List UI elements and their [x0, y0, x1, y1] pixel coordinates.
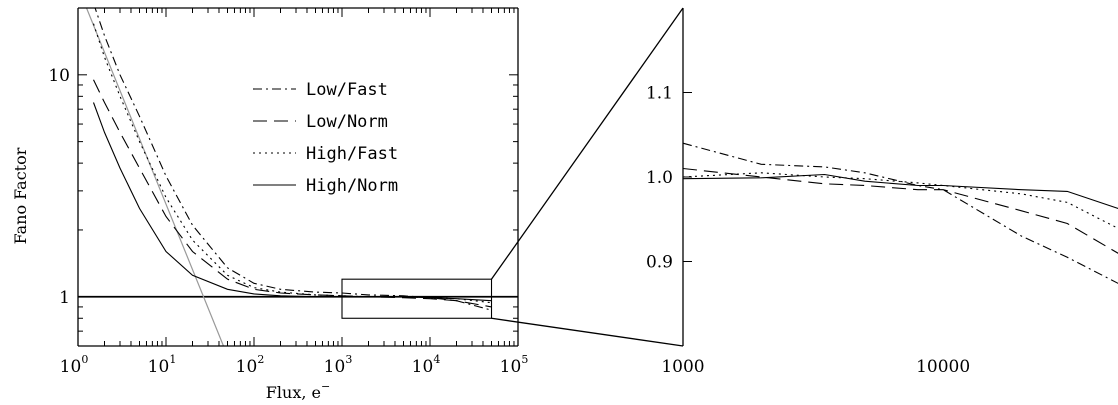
right-series-high-norm [682, 173, 1118, 210]
left-series-low-norm [93, 79, 492, 308]
legend-label: High/Fast [306, 144, 398, 164]
right-y-tick-label: 1.1 [646, 84, 673, 104]
legend: Low/Fast Low/Norm High/Fast High/Norm [253, 80, 398, 196]
x-tick-label: 102 [236, 353, 265, 377]
y-axis-title: Fano Factor [11, 147, 30, 244]
x-tick-label: 103 [324, 353, 353, 377]
x-tick-label: 104 [412, 353, 441, 377]
x-tick-label: 101 [148, 353, 177, 377]
zoom-box [341, 278, 493, 319]
right-series-low-norm [682, 167, 1118, 254]
x-axis-title-superscript: − [321, 380, 330, 393]
zoom-connector-top [490, 7, 684, 280]
left-series-layer [78, 8, 518, 346]
x-tick-label: 105 [500, 353, 529, 377]
zoom-connector-bottom [491, 317, 684, 347]
right-x-tick-label: 10000 [916, 357, 970, 377]
left-series-high-norm [92, 102, 492, 302]
right-series-layer [682, 142, 1118, 284]
legend-label: High/Norm [306, 176, 398, 196]
right-series-high-fast [682, 172, 1118, 229]
left-series-low-fast [94, 8, 492, 311]
gray-reference-line [85, 8, 225, 346]
zoom-connectors [490, 7, 684, 347]
x-axis-title: Flux, e− [266, 380, 330, 402]
left-chart: 100 101 102 103 104 105 1 10 Low/Fast Low/Norm Hi… [11, 7, 529, 402]
right-chart: 0.9 1.0 1.1 1000 10000 [646, 8, 1118, 377]
right-series-low-fast [682, 142, 1118, 284]
left-axis-ticks: 100 101 102 103 104 105 1 10 [48, 7, 529, 377]
x-tick-label: 100 [60, 353, 89, 377]
y-tick-label: 10 [48, 66, 70, 86]
left-series-high-fast [92, 23, 492, 304]
right-y-tick-label: 0.9 [646, 253, 673, 273]
right-x-tick-label: 1000 [661, 357, 704, 377]
legend-label: Low/Norm [306, 112, 388, 132]
legend-label: Low/Fast [306, 80, 388, 100]
legend-item-high-norm: High/Norm [253, 176, 398, 196]
y-tick-label: 1 [59, 288, 70, 308]
legend-item-high-fast: High/Fast [253, 144, 398, 164]
right-y-tick-label: 1.0 [646, 168, 673, 188]
legend-item-low-norm: Low/Norm [253, 112, 388, 132]
right-axis-ticks: 0.9 1.0 1.1 1000 10000 [646, 84, 970, 378]
legend-item-low-fast: Low/Fast [253, 80, 388, 100]
x-axis-title-main: Flux, e [266, 383, 321, 402]
